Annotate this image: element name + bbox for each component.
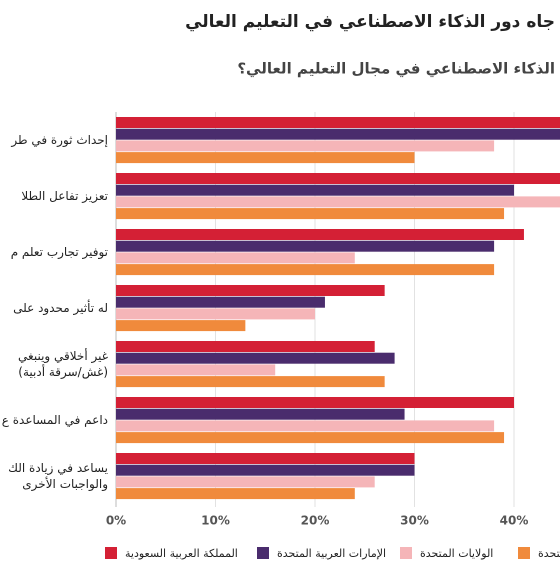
x-tick-label: 20% [301, 514, 330, 528]
bar [116, 364, 276, 376]
x-tick-label: 40% [500, 514, 529, 528]
legend-label: الولايات المتحدة [420, 547, 493, 560]
bar [116, 173, 560, 184]
category-label: داعم في المساعدة ع [2, 413, 108, 427]
bar [116, 420, 495, 432]
category-label: توفير تجارب تعلم م [11, 245, 108, 260]
bar [116, 376, 385, 388]
bar [116, 296, 325, 308]
bar [116, 453, 415, 464]
legend-swatch [400, 547, 412, 559]
bar [116, 320, 246, 332]
bar [116, 117, 560, 128]
bar [116, 152, 415, 164]
category-label: إحداث ثورة في طر [10, 133, 108, 148]
category-label: له تأثير محدود على [13, 299, 108, 316]
x-tick-label: 10% [201, 514, 230, 528]
bar [116, 252, 355, 264]
legend-label: المملكة العربية السعودية [125, 547, 238, 560]
bar [116, 128, 560, 140]
bar [116, 285, 385, 296]
bar [116, 397, 514, 408]
x-tick-label: 30% [400, 514, 429, 528]
bar [116, 352, 395, 364]
x-tick-label: 0% [106, 514, 126, 528]
category-label: (غش/سرقة أدبية) [18, 364, 108, 380]
legend-label: متحدة [538, 547, 560, 560]
category-label: والواجبات الأخرى [22, 476, 108, 492]
legend-label: الإمارات العربية المتحدة [277, 547, 386, 560]
bar [116, 341, 375, 352]
legend-swatch [518, 547, 530, 559]
legend-swatch [105, 547, 117, 559]
bar [116, 408, 405, 420]
bar [116, 464, 415, 476]
chart-subtitle: الذكاء الاصطناعي في مجال التعليم العالي؟ [237, 60, 555, 78]
category-label: غير أخلاقي وينبغي [18, 348, 108, 364]
legend-swatch [257, 547, 269, 559]
bar [116, 196, 560, 208]
bar [116, 140, 495, 152]
category-label: يساعد في زيادة الك [8, 461, 108, 476]
bar [116, 229, 524, 240]
bar [116, 240, 495, 252]
category-label: تعزيز تفاعل الطلا [21, 189, 108, 204]
bar [116, 264, 495, 276]
chart-title: جاه دور الذكاء الاصطناعي في التعليم العا… [185, 12, 555, 32]
bar [116, 308, 315, 320]
bar [116, 208, 505, 220]
bar [116, 432, 505, 444]
bar [116, 488, 355, 500]
bar [116, 184, 514, 196]
bar [116, 476, 375, 488]
